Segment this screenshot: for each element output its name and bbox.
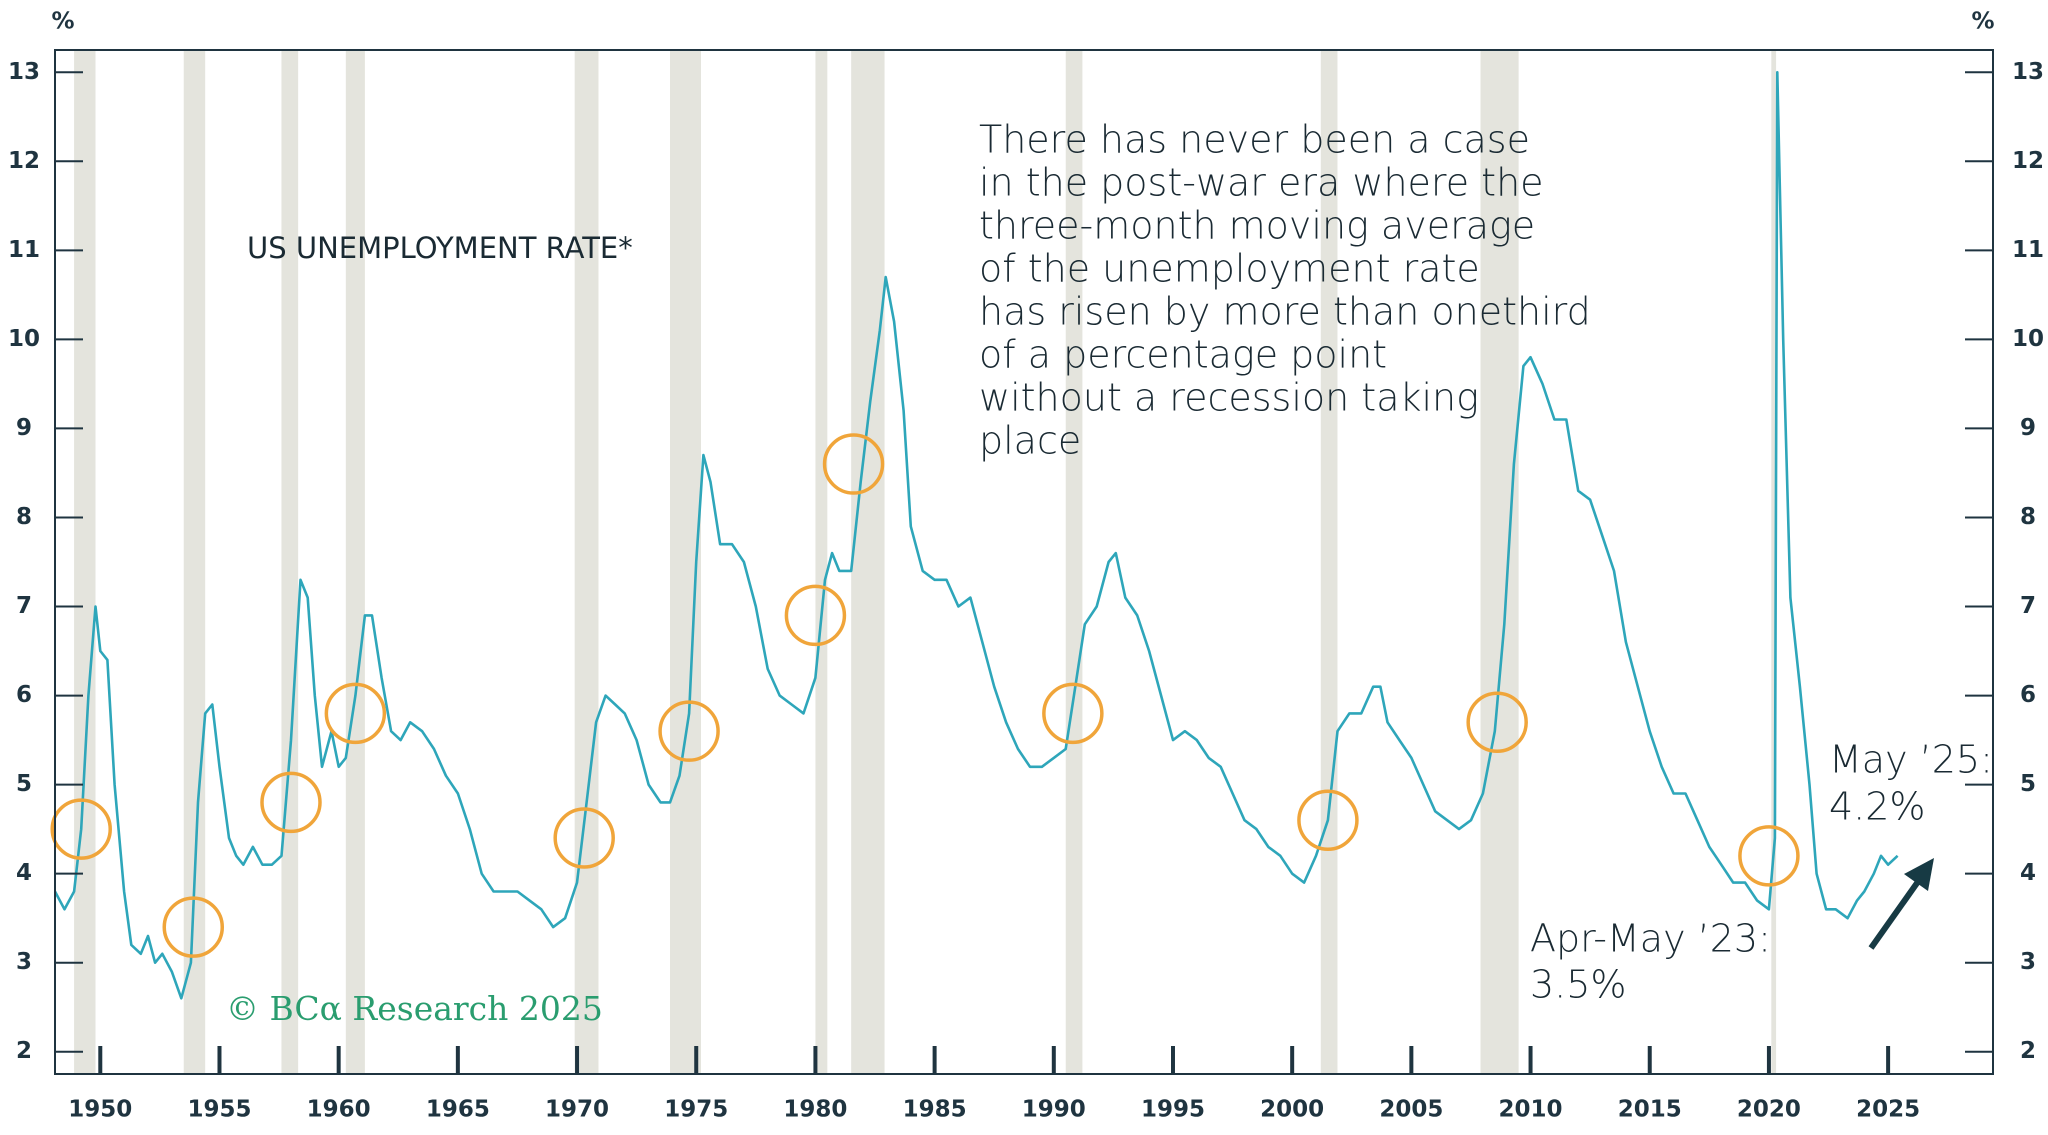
- y-axis-label: %: [51, 9, 74, 35]
- chart-title: US UNEMPLOYMENT RATE*: [247, 231, 633, 265]
- x-tick-label: 1950: [68, 1097, 132, 1123]
- y2-tick-label: 5: [2020, 771, 2036, 797]
- data-layer: [50, 71, 1899, 1000]
- y2-tick-label: 13: [2012, 59, 2044, 85]
- x-tick-label: 1985: [903, 1097, 967, 1123]
- annotation-line: in the post-war era where the: [979, 161, 1544, 205]
- y2-tick-label: 12: [2012, 148, 2044, 174]
- x-tick-label: 1995: [1141, 1097, 1205, 1123]
- threshold-marker: [553, 807, 615, 869]
- x-tick-label: 1980: [783, 1097, 847, 1123]
- recession-band: [183, 50, 206, 1074]
- recession-band: [851, 50, 885, 1074]
- y-tick-label: 5: [16, 771, 32, 797]
- y2-tick-label: 7: [2020, 593, 2036, 619]
- recession-band: [74, 50, 96, 1074]
- x-tick-label: 1990: [1022, 1097, 1086, 1123]
- recession-band: [1480, 50, 1519, 1074]
- annotation-line: has risen by more than onethird: [979, 290, 1591, 334]
- low-value-label: 3.5%: [1530, 963, 1627, 1007]
- threshold-marker: [822, 433, 885, 495]
- y2-tick-label: 3: [2020, 949, 2036, 975]
- threshold-marker: [260, 771, 322, 834]
- unemployment-line: [53, 71, 1899, 1000]
- y-tick-label: 2: [16, 1038, 32, 1064]
- recession-band: [574, 50, 599, 1074]
- threshold-marker: [1738, 825, 1800, 887]
- threshold-marker: [162, 896, 225, 958]
- recession-band: [1771, 50, 1777, 1074]
- annotation-line: without a recession taking: [979, 376, 1479, 420]
- annotation-line: place: [979, 419, 1081, 463]
- annotation-line: of a percentage point: [979, 333, 1387, 377]
- arrow-shaft: [1868, 874, 1925, 950]
- y2-tick-label: 6: [2020, 682, 2036, 708]
- recession-band: [815, 50, 828, 1074]
- recession-band: [281, 50, 299, 1074]
- threshold-marker: [1466, 691, 1528, 754]
- y-tick-label: 4: [16, 860, 32, 886]
- recession-band: [345, 50, 365, 1074]
- threshold-marker: [658, 700, 720, 762]
- y-tick-label: 10: [8, 326, 40, 352]
- y-tick-label: 6: [16, 682, 32, 708]
- threshold-marker: [1042, 682, 1104, 745]
- recession-layer: [74, 50, 1777, 1074]
- threshold-marker: [50, 798, 112, 860]
- x-tick-label: 1960: [307, 1097, 371, 1123]
- x-tick-label: 2015: [1618, 1097, 1682, 1123]
- plot-frame: [54, 49, 1994, 1075]
- source: © BCα Research 2025: [226, 989, 603, 1028]
- x-tick-label: 2025: [1856, 1097, 1920, 1123]
- x-tick-label: 2000: [1260, 1097, 1324, 1123]
- y-tick-label: 13: [8, 59, 40, 85]
- x-tick-label: 1975: [664, 1097, 728, 1123]
- y2-tick-label: 4: [2020, 860, 2036, 886]
- y-tick-label: 11: [8, 237, 40, 263]
- y2-tick-label: 2: [2020, 1038, 2036, 1064]
- x-tick-label: 2020: [1737, 1097, 1801, 1123]
- threshold-marker: [324, 682, 387, 745]
- recession-band: [1065, 50, 1083, 1074]
- y2-tick-label: 9: [2020, 415, 2036, 441]
- y-tick-label: 12: [8, 148, 40, 174]
- x-tick-label: 2005: [1379, 1097, 1443, 1123]
- y-tick-label: 3: [16, 949, 32, 975]
- annotation-line: three-month moving average: [979, 204, 1535, 248]
- y2-axis-label: %: [1971, 9, 1994, 35]
- y-tick-label: 7: [16, 593, 32, 619]
- latest-value-label: 4.2%: [1829, 785, 1926, 829]
- recession-band: [1320, 50, 1338, 1074]
- annotation-line: of the unemployment rate: [979, 247, 1480, 291]
- arrow-head: [1904, 858, 1934, 891]
- low-label: Apr-May ’23:: [1530, 917, 1771, 961]
- y2-tick-label: 10: [2012, 326, 2044, 352]
- x-tick-label: 2010: [1499, 1097, 1563, 1123]
- y-tick-label: 8: [16, 504, 32, 530]
- x-tick-label: 1970: [545, 1097, 609, 1123]
- y-tick-label: 9: [16, 415, 32, 441]
- threshold-marker: [1297, 789, 1359, 851]
- x-tick-label: 1955: [187, 1097, 251, 1123]
- latest-label: May ’25:: [1829, 738, 1993, 782]
- x-tick-label: 1965: [426, 1097, 490, 1123]
- y2-tick-label: 11: [2012, 237, 2044, 263]
- y2-tick-label: 8: [2020, 504, 2036, 530]
- annotation-line: There has never been a case: [979, 118, 1530, 162]
- threshold-marker: [784, 584, 847, 647]
